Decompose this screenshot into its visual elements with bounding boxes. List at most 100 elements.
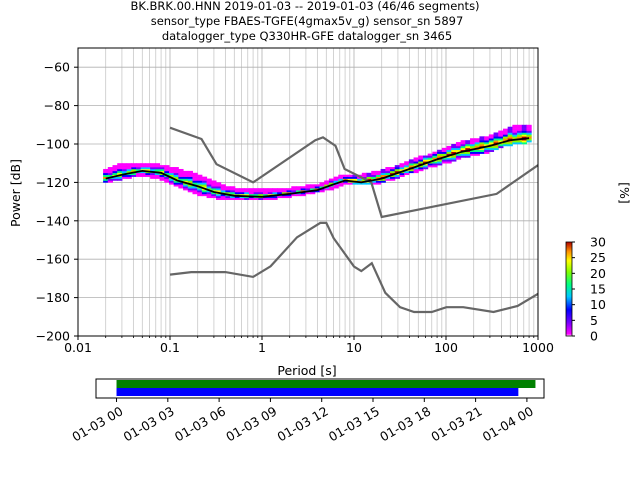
psd-cell <box>394 176 400 179</box>
psd-cell <box>225 192 231 195</box>
psd-cell <box>173 180 179 183</box>
psd-cell <box>220 190 226 193</box>
psd-cell <box>408 168 415 172</box>
psd-cell <box>521 126 527 129</box>
psd-cell <box>470 144 476 147</box>
psd-cell <box>154 163 161 166</box>
psd-cell <box>140 167 146 170</box>
psd-cell <box>103 170 109 174</box>
psd-cell <box>390 174 396 177</box>
psd-cell <box>498 144 504 147</box>
psd-cell <box>107 170 113 174</box>
colorbar-tick-label: 15 <box>590 282 606 297</box>
psd-cell <box>314 190 320 193</box>
psd-cell <box>258 190 264 193</box>
psd-cell <box>427 165 433 168</box>
psd-cell <box>150 163 156 166</box>
psd-cell <box>474 145 480 149</box>
psd-cell <box>347 176 353 179</box>
psd-cell <box>526 130 532 133</box>
psd-cell <box>502 130 509 133</box>
psd-cell <box>300 193 306 197</box>
psd-cell <box>267 188 273 191</box>
x-tick-label: 1 <box>258 340 266 355</box>
psd-cell <box>526 124 532 128</box>
psd-cell <box>328 178 335 181</box>
psd-cell <box>248 193 255 197</box>
psd-cell <box>394 168 400 172</box>
psd-cell <box>343 174 349 177</box>
psd-cell <box>168 182 175 185</box>
psd-cell <box>488 142 495 145</box>
psd-cell <box>333 184 339 187</box>
psd-cell <box>455 153 462 156</box>
psd-cell <box>474 144 480 147</box>
psd-cell <box>211 188 217 191</box>
y-tick-label: −80 <box>44 98 70 113</box>
psd-cell <box>154 168 161 172</box>
psd-cell <box>451 145 457 149</box>
psd-cell <box>183 170 189 174</box>
psd-cell <box>484 142 490 145</box>
psd-cell <box>164 176 170 179</box>
psd-cell <box>517 128 523 131</box>
psd-cell <box>375 172 382 176</box>
psd-cell <box>465 155 471 158</box>
psd-cell <box>418 157 424 160</box>
psd-cell <box>136 165 142 168</box>
psd-cell <box>479 147 485 151</box>
psd-cell <box>507 128 513 131</box>
psd-cell <box>183 176 189 179</box>
time-tick-label: 01-04 00 <box>480 403 536 444</box>
psd-cell <box>140 170 146 174</box>
chart-title-line-2: sensor_type FBAES-TGFE(4gmax5v_g) sensor… <box>151 14 464 28</box>
psd-cell <box>465 151 471 154</box>
psd-cell <box>488 136 495 139</box>
psd-cell <box>474 142 480 145</box>
psd-cell <box>164 167 170 170</box>
psd-cell <box>131 163 137 166</box>
psd-cell <box>343 182 349 185</box>
psd-cell <box>488 147 495 151</box>
psd-cell <box>211 182 217 185</box>
psd-cell <box>164 168 170 172</box>
psd-cell <box>126 168 132 172</box>
psd-cell <box>380 172 386 176</box>
psd-cell <box>121 167 128 170</box>
psd-cell <box>230 190 236 193</box>
time-tick-label: 01-03 18 <box>377 403 433 444</box>
psd-cell <box>422 155 429 158</box>
psd-cell <box>394 170 400 174</box>
psd-cell <box>220 184 226 187</box>
psd-cell <box>375 180 382 183</box>
psd-cell <box>173 170 179 174</box>
psd-cell <box>375 174 382 177</box>
psd-cell <box>521 140 527 143</box>
psd-cell <box>305 184 311 187</box>
psd-cell <box>460 147 466 151</box>
psd-cell <box>286 188 292 191</box>
psd-cell <box>413 157 419 160</box>
psd-cell <box>281 195 288 199</box>
psd-cell <box>493 145 499 149</box>
psd-cell <box>328 182 335 185</box>
availability-bars <box>116 380 536 396</box>
psd-cell <box>215 197 222 200</box>
psd-cell <box>187 170 193 174</box>
psd-cell <box>239 188 245 191</box>
psd-cell <box>154 172 161 176</box>
psd-cell <box>183 180 189 183</box>
psd-cell <box>107 172 113 176</box>
psd-cell <box>173 176 179 179</box>
time-tick-label: 01-03 06 <box>172 403 228 444</box>
psd-cell <box>507 136 513 139</box>
psd-cell <box>197 182 203 185</box>
psd-cell <box>493 138 499 141</box>
psd-cell <box>140 174 146 177</box>
psd-cell <box>305 186 311 189</box>
psd-cell <box>277 190 283 193</box>
psd-cell <box>474 153 480 156</box>
psd-cell <box>272 192 278 195</box>
psd-cell <box>173 182 179 185</box>
psd-cell <box>437 149 443 152</box>
